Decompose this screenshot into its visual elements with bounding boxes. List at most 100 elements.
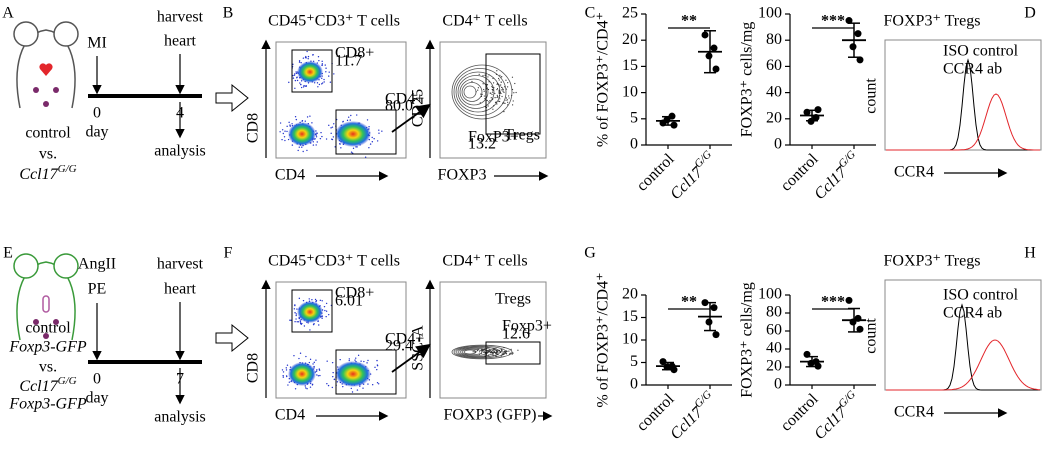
event-dot	[309, 386, 312, 388]
event-dot	[371, 141, 374, 143]
genotype-sup: G/G	[58, 375, 77, 387]
event-dot	[351, 152, 354, 154]
y-tick-label: 60	[766, 322, 782, 339]
event-dot	[288, 81, 290, 84]
event-dot	[495, 73, 498, 75]
event-dot	[298, 146, 301, 148]
event-dot	[496, 103, 498, 105]
event-dot	[298, 297, 301, 300]
event-dot	[282, 132, 285, 135]
event-dot	[511, 88, 514, 91]
event-dot	[292, 63, 294, 66]
gating-arrow	[391, 103, 431, 133]
contour	[453, 68, 507, 116]
event-dot	[501, 89, 503, 91]
axis-label: SSC-A	[410, 325, 427, 371]
event-dot	[333, 73, 335, 75]
event-dot	[492, 347, 494, 350]
harvest: heart	[164, 281, 197, 298]
data-point	[659, 358, 667, 366]
event-dot	[376, 140, 379, 142]
event-dot	[294, 320, 296, 323]
event-dot	[484, 349, 486, 351]
event-dot	[313, 365, 315, 368]
event-dot	[315, 136, 318, 138]
event-dot	[513, 92, 515, 94]
panel-letter: D	[1024, 5, 1036, 22]
genotype-name: Ccl17	[19, 378, 58, 395]
event-dot	[292, 77, 295, 79]
event-dot	[319, 374, 321, 377]
event-dot	[315, 370, 318, 372]
x-tick-label: Ccl17G/G	[809, 148, 864, 203]
event-dot	[305, 85, 307, 87]
event-dot	[477, 348, 479, 350]
event-dot	[496, 353, 498, 355]
event-dot	[321, 64, 323, 66]
event-dot	[511, 94, 513, 97]
event-dot	[332, 371, 334, 374]
event-dot	[486, 99, 488, 102]
event-dot	[293, 308, 296, 310]
event-dot	[475, 91, 477, 93]
gate	[485, 53, 541, 135]
event-dot	[499, 98, 501, 100]
event-dot	[321, 82, 324, 84]
open-arrow	[215, 323, 249, 353]
event-dot	[318, 324, 320, 326]
event-dot	[324, 64, 326, 66]
event-dot	[496, 96, 498, 99]
event-dot	[374, 366, 376, 369]
event-dot	[488, 81, 490, 83]
event-dot	[492, 355, 494, 357]
event-dot	[498, 96, 500, 99]
event-dot	[297, 149, 299, 152]
harvest: harvest	[157, 9, 204, 26]
genotype-sup: G/G	[58, 163, 77, 175]
y-tick-label: 80	[766, 31, 782, 48]
histogram-title: FOXP3⁺ Tregs	[884, 13, 981, 30]
event-dot	[332, 136, 335, 138]
data-point	[856, 325, 864, 333]
event-dot	[315, 144, 317, 146]
y-tick-label: 5	[630, 109, 638, 126]
event-dot	[331, 361, 334, 364]
mouse-ear	[53, 253, 79, 279]
event-dot	[286, 364, 289, 366]
mouse-nose	[43, 333, 49, 339]
event-dot	[499, 74, 501, 76]
event-dot	[378, 129, 380, 131]
event-dot	[317, 375, 320, 377]
event-dot	[501, 95, 503, 98]
event-dot	[476, 350, 479, 352]
event-dot	[330, 127, 332, 129]
event-dot	[287, 384, 289, 386]
treatment: MI	[87, 35, 107, 52]
event-dot	[288, 381, 291, 383]
event-dot	[502, 89, 504, 91]
genotype: vs.	[39, 359, 57, 376]
gate-value: 6.01	[335, 293, 363, 310]
event-dot	[510, 348, 512, 350]
event-dot	[501, 353, 503, 355]
event-dot	[498, 349, 500, 352]
event-dot	[296, 308, 298, 310]
event-dot	[296, 321, 298, 323]
event-dot	[316, 369, 318, 371]
density-blob	[335, 121, 371, 147]
treatment: AngII	[78, 256, 116, 273]
event-dot	[500, 355, 502, 357]
event-dot	[486, 350, 488, 352]
event-dot	[483, 90, 485, 92]
gate	[335, 109, 397, 155]
plot-title: CD45⁺CD3⁺ T cells	[268, 13, 400, 30]
gate-value: 11.7	[335, 53, 362, 70]
event-dot	[320, 131, 322, 134]
plot-title: CD4⁺ T cells	[442, 253, 527, 270]
mouse-body	[16, 29, 76, 109]
event-dot	[328, 124, 330, 127]
event-dot	[331, 138, 333, 140]
event-dot	[328, 71, 330, 73]
event-dot	[315, 359, 317, 361]
data-point	[856, 56, 864, 64]
